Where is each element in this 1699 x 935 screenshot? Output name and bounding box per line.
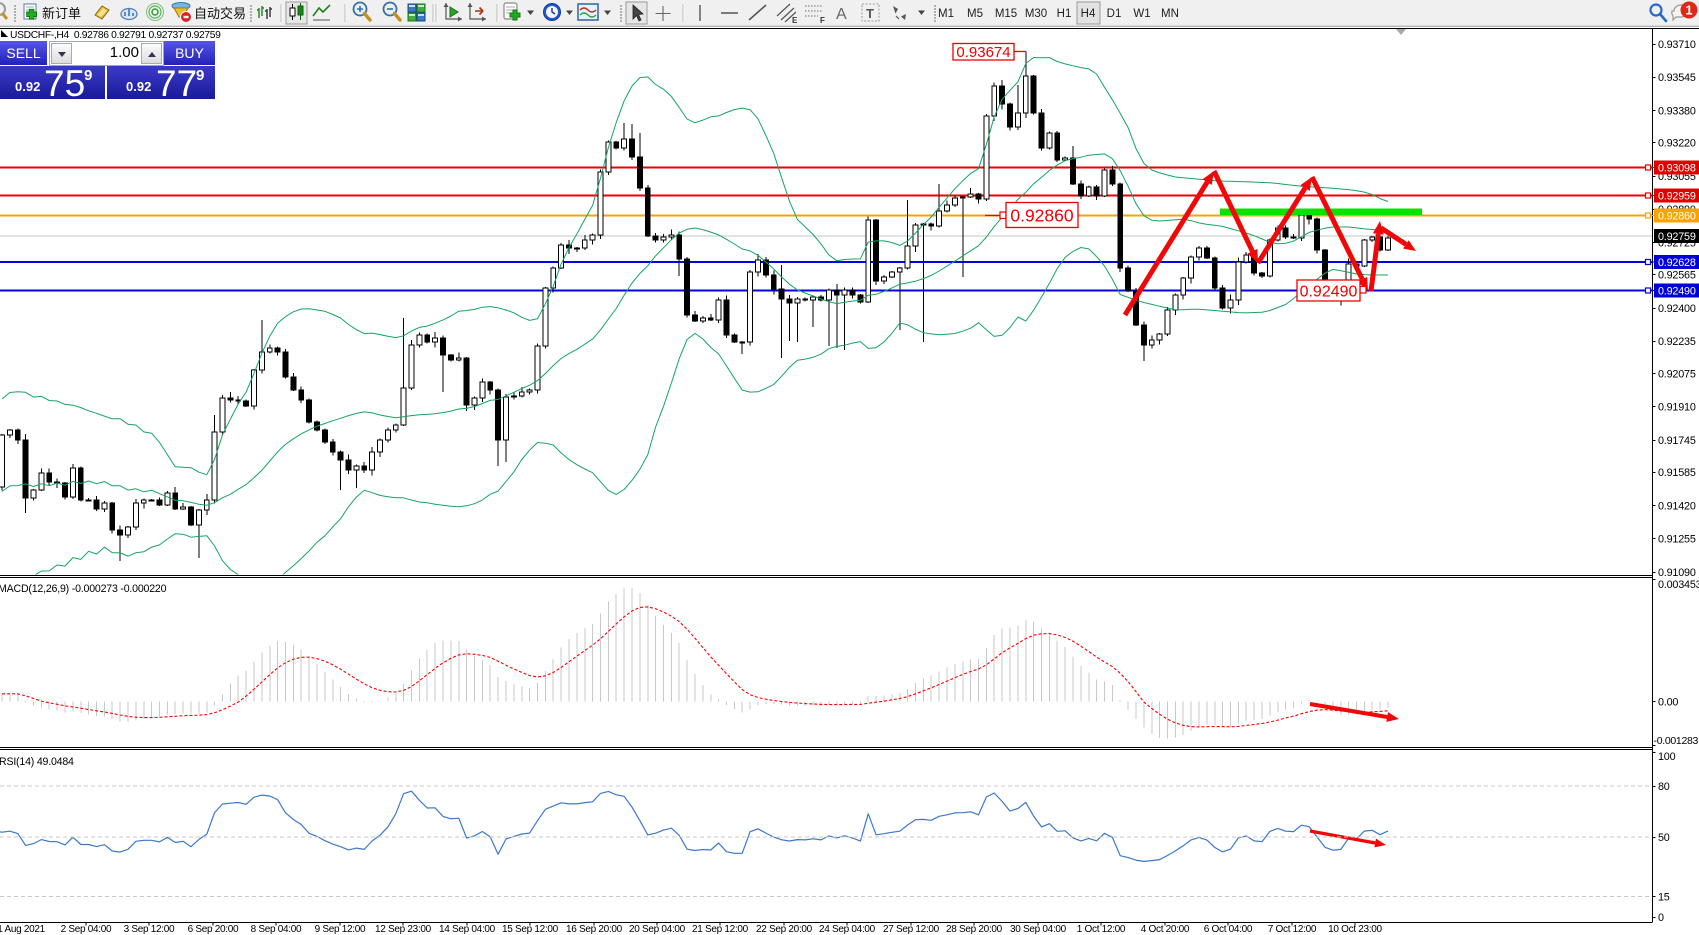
svg-text:自动交易: 自动交易 bbox=[194, 6, 246, 21]
svg-text:0.91255: 0.91255 bbox=[1658, 534, 1696, 546]
svg-text:0.93098: 0.93098 bbox=[1658, 163, 1696, 175]
svg-text:14 Sep 04:00: 14 Sep 04:00 bbox=[439, 924, 496, 935]
svg-text:M1: M1 bbox=[938, 8, 954, 20]
svg-text:0.92235: 0.92235 bbox=[1658, 336, 1696, 348]
svg-text:10 Oct 23:00: 10 Oct 23:00 bbox=[1328, 924, 1382, 935]
svg-text:-0.001283: -0.001283 bbox=[1654, 735, 1699, 747]
svg-text:RSI(14) 49.0484: RSI(14) 49.0484 bbox=[0, 756, 74, 768]
svg-text:MN: MN bbox=[1161, 8, 1179, 20]
svg-text:D1: D1 bbox=[1107, 8, 1122, 20]
svg-text:H1: H1 bbox=[1057, 8, 1072, 20]
svg-text:T: T bbox=[866, 6, 874, 21]
svg-text:0.93220: 0.93220 bbox=[1658, 138, 1696, 150]
svg-text:0.92075: 0.92075 bbox=[1658, 368, 1696, 380]
svg-text:0.92565: 0.92565 bbox=[1658, 270, 1696, 282]
svg-text:21 Sep 12:00: 21 Sep 12:00 bbox=[692, 924, 749, 935]
svg-text:8 Sep 04:00: 8 Sep 04:00 bbox=[251, 924, 302, 935]
svg-text:2 Sep 04:00: 2 Sep 04:00 bbox=[61, 924, 112, 935]
svg-text:0.92628: 0.92628 bbox=[1658, 257, 1696, 269]
svg-text:0.92759: 0.92759 bbox=[1658, 231, 1696, 243]
svg-text:50: 50 bbox=[1658, 832, 1670, 844]
svg-text:H4: H4 bbox=[1081, 8, 1096, 20]
svg-text:100: 100 bbox=[1658, 751, 1676, 763]
svg-text:1 Oct 12:00: 1 Oct 12:00 bbox=[1077, 924, 1126, 935]
svg-text:15: 15 bbox=[1658, 891, 1670, 903]
svg-text:0.93545: 0.93545 bbox=[1658, 72, 1696, 84]
svg-text:0.91745: 0.91745 bbox=[1658, 435, 1696, 447]
svg-text:9 Sep 12:00: 9 Sep 12:00 bbox=[315, 924, 366, 935]
svg-text:80: 80 bbox=[1658, 781, 1670, 793]
svg-text:0.92400: 0.92400 bbox=[1658, 303, 1696, 315]
svg-text:24 Sep 04:00: 24 Sep 04:00 bbox=[819, 924, 876, 935]
svg-text:30 Sep 04:00: 30 Sep 04:00 bbox=[1010, 924, 1067, 935]
svg-text:27 Sep 12:00: 27 Sep 12:00 bbox=[883, 924, 940, 935]
svg-text:4 Oct 20:00: 4 Oct 20:00 bbox=[1141, 924, 1190, 935]
svg-text:0.91420: 0.91420 bbox=[1658, 500, 1696, 512]
svg-text:0.91585: 0.91585 bbox=[1658, 467, 1696, 479]
svg-text:M30: M30 bbox=[1025, 8, 1047, 20]
svg-text:0.92860: 0.92860 bbox=[1658, 211, 1696, 223]
svg-text:6 Sep 20:00: 6 Sep 20:00 bbox=[188, 924, 239, 935]
svg-text:20 Sep 04:00: 20 Sep 04:00 bbox=[629, 924, 686, 935]
svg-text:0.92490: 0.92490 bbox=[1658, 286, 1696, 298]
svg-text:0.00: 0.00 bbox=[1658, 696, 1678, 708]
svg-text:0.92490: 0.92490 bbox=[1300, 283, 1358, 300]
svg-text:31 Aug 2021: 31 Aug 2021 bbox=[0, 924, 46, 935]
svg-text:0.92860: 0.92860 bbox=[1010, 205, 1074, 225]
svg-text:0.93710: 0.93710 bbox=[1658, 39, 1696, 51]
svg-text:W1: W1 bbox=[1133, 8, 1150, 20]
svg-text:1: 1 bbox=[1685, 3, 1692, 18]
svg-text:F: F bbox=[820, 16, 825, 25]
svg-text:7 Oct 12:00: 7 Oct 12:00 bbox=[1268, 924, 1317, 935]
svg-text:0: 0 bbox=[1658, 912, 1664, 924]
svg-text:USDCHF-,H4 0.92786 0.92791 0.: USDCHF-,H4 0.92786 0.92791 0.92737 0.927… bbox=[10, 30, 221, 41]
svg-text:6 Oct 04:00: 6 Oct 04:00 bbox=[1204, 924, 1253, 935]
svg-text:16 Sep 20:00: 16 Sep 20:00 bbox=[566, 924, 623, 935]
svg-text:新订单: 新订单 bbox=[42, 6, 81, 21]
svg-text:15 Sep 12:00: 15 Sep 12:00 bbox=[502, 924, 559, 935]
svg-text:MACD(12,26,9) -0.000273 -0.000: MACD(12,26,9) -0.000273 -0.000220 bbox=[0, 583, 167, 595]
svg-text:0.91090: 0.91090 bbox=[1658, 567, 1696, 579]
svg-text:M5: M5 bbox=[967, 8, 983, 20]
svg-text:E: E bbox=[792, 16, 798, 25]
svg-text:0.003453: 0.003453 bbox=[1658, 579, 1699, 591]
svg-text:0.92959: 0.92959 bbox=[1658, 191, 1696, 203]
svg-text:0.91910: 0.91910 bbox=[1658, 402, 1696, 414]
svg-text:0.93380: 0.93380 bbox=[1658, 105, 1696, 117]
svg-text:22 Sep 20:00: 22 Sep 20:00 bbox=[756, 924, 813, 935]
svg-text:A: A bbox=[836, 6, 847, 23]
svg-text:3 Sep 12:00: 3 Sep 12:00 bbox=[124, 924, 175, 935]
svg-text:0.93674: 0.93674 bbox=[956, 44, 1010, 61]
svg-text:28 Sep 20:00: 28 Sep 20:00 bbox=[946, 924, 1003, 935]
svg-text:M15: M15 bbox=[995, 8, 1017, 20]
svg-text:12 Sep 23:00: 12 Sep 23:00 bbox=[375, 924, 432, 935]
